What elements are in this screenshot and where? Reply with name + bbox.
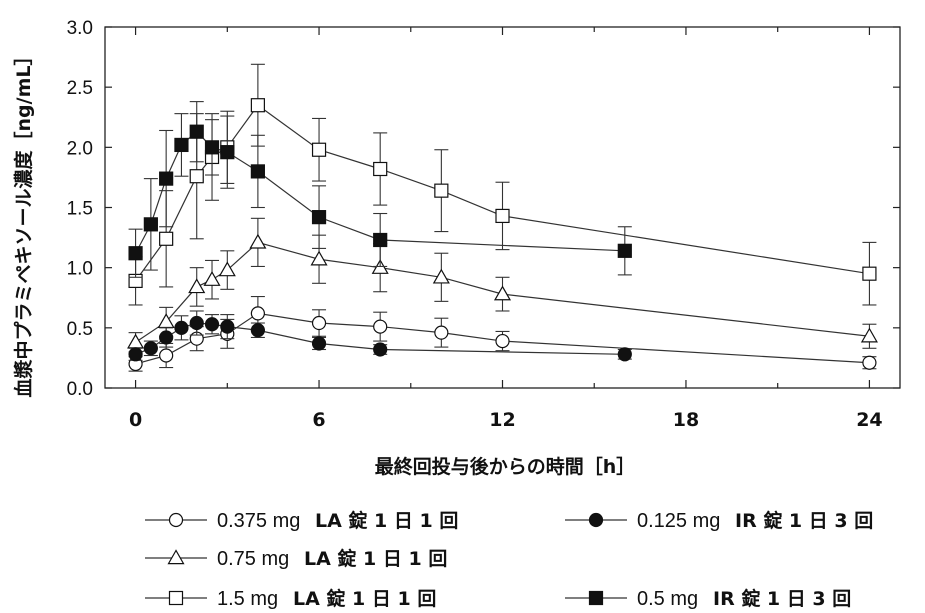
data-point <box>311 336 327 351</box>
x-tick-label: 24 <box>856 409 882 431</box>
legend-item-0: 0.375 mg LA 錠 1 日 1 回 <box>145 509 458 532</box>
x-tick-label: 18 <box>673 409 699 431</box>
y-tick-label: 0.0 <box>67 379 93 400</box>
data-point <box>189 315 204 331</box>
data-point <box>189 124 204 139</box>
data-point <box>159 330 174 345</box>
legend-marker <box>168 590 184 606</box>
data-point <box>434 325 449 340</box>
data-point <box>143 217 158 232</box>
data-point <box>250 323 265 338</box>
data-point <box>249 233 267 249</box>
series-3 <box>128 310 632 362</box>
y-tick-label: 2.5 <box>67 78 93 99</box>
y-axis-label: 血漿中プラミペキソール濃度［ng/mL］ <box>12 47 35 398</box>
data-point <box>159 348 174 363</box>
legend: 0.375 mg LA 錠 1 日 1 回0.75 mg LA 錠 1 日 1 回1… <box>145 509 873 610</box>
y-tick-label: 1.0 <box>67 259 93 280</box>
data-point <box>188 278 206 294</box>
data-point <box>203 270 221 286</box>
data-point <box>204 317 220 332</box>
data-point <box>617 243 632 258</box>
legend-dose: 0.375 mg <box>217 510 300 532</box>
legend-marker <box>588 590 604 606</box>
legend-form: LA 錠 1 日 1 回 <box>293 587 436 610</box>
data-point <box>159 231 174 246</box>
legend-form: LA 錠 1 日 1 回 <box>315 509 458 532</box>
y-axis-ticks: 0.0 0.5 1.0 1.5 2.0 2.5 3.0 <box>67 18 900 400</box>
x-tick-label: 12 <box>489 409 515 431</box>
data-point <box>495 333 510 349</box>
legend-item-3: 0.125 mg IR 錠 1 日 3 回 <box>565 509 873 532</box>
x-tick-label: 0 <box>129 409 142 431</box>
data-point <box>311 210 327 225</box>
data-point <box>218 261 236 277</box>
data-point <box>373 161 388 177</box>
data-point <box>862 355 877 370</box>
data-point <box>128 246 143 261</box>
legend-dose: 0.5 mg <box>637 588 698 610</box>
data-point <box>220 319 235 334</box>
data-point <box>220 145 235 160</box>
legend-marker <box>588 512 604 528</box>
data-point <box>862 266 877 281</box>
series-line <box>135 312 870 365</box>
y-tick-label: 1.5 <box>67 199 93 220</box>
x-axis-label: 最終回投与後からの時間［h］ <box>375 455 636 478</box>
legend-dose: 1.5 mg <box>217 588 278 610</box>
data-point <box>143 341 158 356</box>
data-point <box>250 98 265 113</box>
data-point <box>373 342 388 357</box>
legend-item-4: 0.5 mg IR 錠 1 日 3 回 <box>565 587 851 610</box>
data-point <box>432 268 450 284</box>
data-point <box>495 208 510 224</box>
data-point <box>128 347 143 362</box>
x-axis-ticks: 0 6 12 18 24 <box>129 27 883 431</box>
legend-item-1: 0.75 mg LA 錠 1 日 1 回 <box>145 547 447 570</box>
y-tick-label: 2.0 <box>67 138 93 159</box>
data-point <box>204 140 220 155</box>
data-point <box>174 320 189 335</box>
data-point <box>174 137 189 153</box>
data-point <box>310 250 328 266</box>
series-4 <box>128 101 632 278</box>
legend-form: IR 錠 1 日 3 回 <box>735 509 873 532</box>
data-point <box>189 169 204 184</box>
legend-dose: 0.125 mg <box>637 510 720 532</box>
legend-form: IR 錠 1 日 3 回 <box>713 587 851 610</box>
data-point <box>250 306 265 321</box>
data-point <box>493 285 512 301</box>
series-1 <box>127 217 878 353</box>
series-layer <box>127 63 878 372</box>
legend-marker <box>168 512 184 528</box>
y-tick-label: 0.5 <box>67 319 93 340</box>
data-point <box>373 319 388 334</box>
legend-item-2: 1.5 mg LA 錠 1 日 1 回 <box>145 587 436 610</box>
data-point <box>434 183 449 198</box>
data-point <box>250 164 265 179</box>
legend-marker <box>167 549 185 565</box>
legend-dose: 0.75 mg <box>217 548 289 570</box>
data-point <box>311 315 327 331</box>
data-point <box>127 333 145 349</box>
data-point <box>373 232 388 248</box>
y-tick-label: 3.0 <box>67 18 93 39</box>
data-point <box>617 347 632 362</box>
data-point <box>159 171 174 186</box>
series-2 <box>128 63 877 306</box>
x-tick-label: 6 <box>312 409 325 431</box>
data-point <box>860 327 878 343</box>
legend-form: LA 錠 1 日 1 回 <box>304 547 447 570</box>
data-point <box>311 142 327 157</box>
